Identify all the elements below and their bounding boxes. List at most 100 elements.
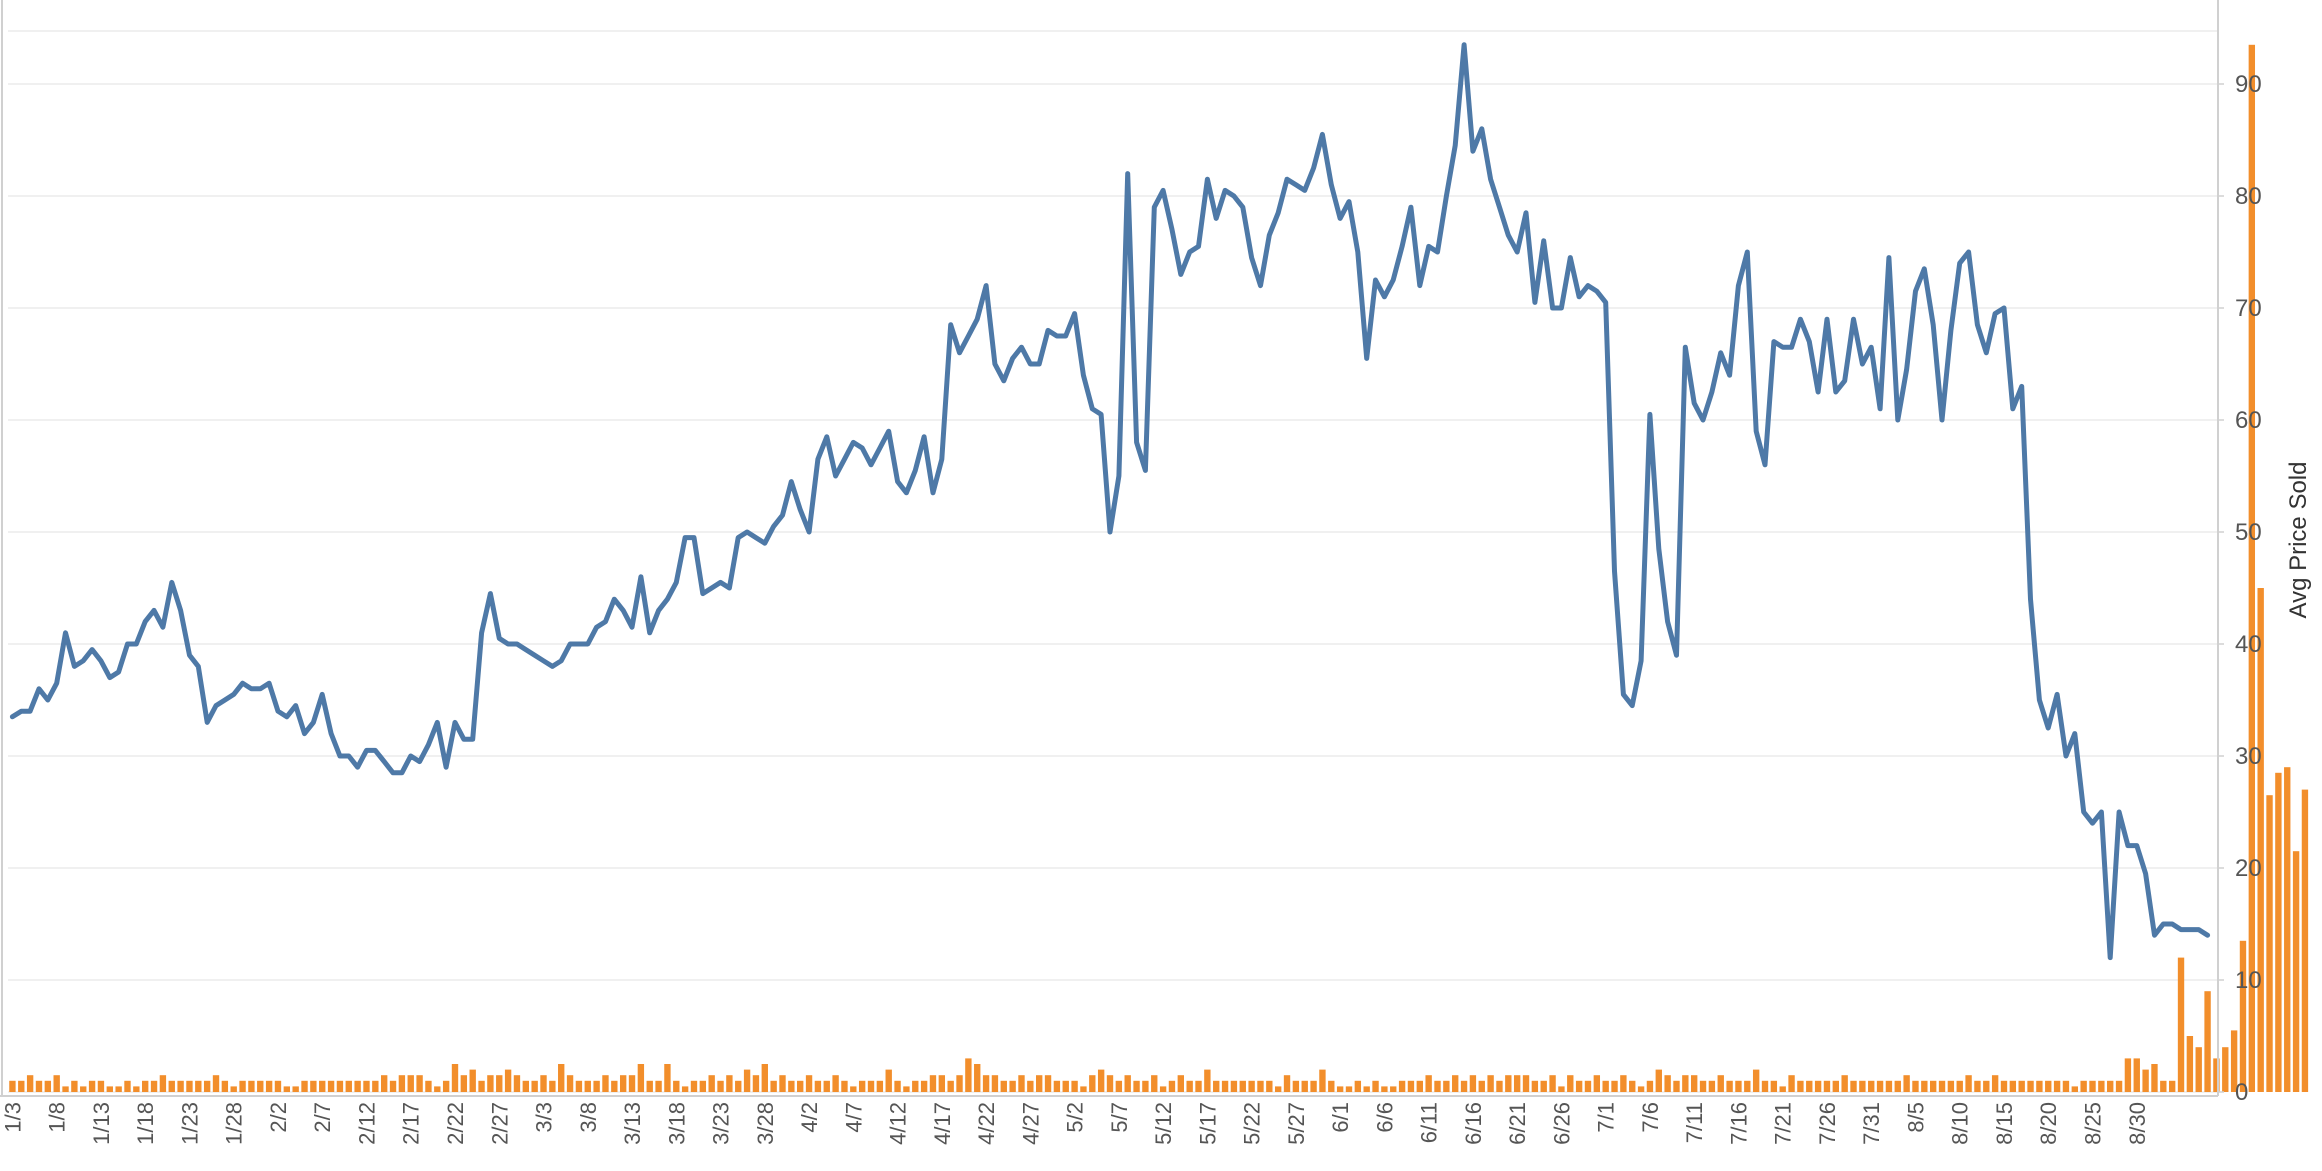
- bar: [478, 1080, 485, 1092]
- bar: [88, 1080, 96, 1092]
- bar: [2239, 940, 2247, 1092]
- bar: [637, 1064, 645, 1092]
- bar: [2036, 1080, 2043, 1092]
- bar: [1788, 1075, 1795, 1092]
- x-tick-label: 6/1: [1328, 1102, 1353, 1133]
- bar: [1575, 1080, 1583, 1092]
- x-tick-label: 5/22: [1240, 1102, 1265, 1145]
- x-tick-label: 1/23: [178, 1102, 203, 1145]
- bar: [230, 1086, 237, 1092]
- bar: [920, 1080, 928, 1092]
- bar: [2284, 767, 2291, 1092]
- bar: [628, 1075, 636, 1092]
- bar: [257, 1080, 264, 1092]
- bar: [593, 1080, 600, 1092]
- bar: [2275, 772, 2282, 1092]
- bar: [142, 1080, 149, 1092]
- bar: [1894, 1080, 1901, 1092]
- bar: [1629, 1080, 1636, 1092]
- bar: [2071, 1086, 2078, 1092]
- y-tick-label: 40: [2235, 631, 2262, 658]
- bar: [1885, 1080, 1893, 1092]
- x-tick-label: 3/18: [664, 1102, 689, 1145]
- bar: [1044, 1075, 1052, 1092]
- bar: [380, 1075, 388, 1092]
- bar: [699, 1080, 707, 1092]
- bar: [1239, 1080, 1246, 1092]
- bar: [1071, 1080, 1078, 1092]
- bar: [1496, 1080, 1503, 1092]
- bar: [1965, 1075, 1972, 1092]
- y-tick-label: 70: [2235, 295, 2262, 322]
- bar: [531, 1080, 538, 1092]
- bar: [177, 1080, 184, 1092]
- bar: [1620, 1075, 1627, 1092]
- bar: [1283, 1075, 1291, 1092]
- x-tick-label: 2/22: [443, 1102, 468, 1145]
- bar: [619, 1075, 627, 1092]
- bar: [1363, 1086, 1370, 1092]
- bar: [221, 1080, 229, 1092]
- bar: [1505, 1075, 1512, 1092]
- y-tick-label: 10: [2235, 967, 2262, 994]
- x-tick-label: 7/16: [1726, 1102, 1751, 1145]
- bar: [1779, 1086, 1786, 1092]
- x-tick-label: 4/27: [1018, 1102, 1043, 1145]
- bar: [265, 1080, 273, 1092]
- bar: [1487, 1075, 1494, 1092]
- bar: [1797, 1080, 1804, 1092]
- bar: [1452, 1075, 1459, 1092]
- bar: [1513, 1075, 1521, 1092]
- bar: [726, 1075, 733, 1092]
- bar: [53, 1075, 60, 1092]
- bar: [1814, 1080, 1822, 1092]
- bar: [1912, 1080, 1919, 1092]
- bar: [1956, 1080, 1963, 1092]
- bar: [779, 1075, 786, 1092]
- bar: [1983, 1080, 1990, 1092]
- y-tick-label: 90: [2235, 71, 2262, 98]
- bar: [1036, 1075, 1043, 1092]
- bar: [1929, 1080, 1937, 1092]
- bar: [2142, 1069, 2149, 1092]
- x-tick-labels: 1/3 1/8 1/13 1/18 1/23 1/28 2/2 2/7 2/12 2/17 2/22…: [0, 1102, 2149, 1145]
- x-tick-label: 3/13: [620, 1102, 645, 1145]
- bar: [1257, 1080, 1264, 1092]
- bar: [1390, 1086, 1397, 1092]
- bar: [903, 1086, 910, 1092]
- bar: [1752, 1069, 1760, 1092]
- bar: [35, 1080, 43, 1092]
- bar: [310, 1080, 317, 1092]
- bar: [354, 1080, 361, 1092]
- bar: [2045, 1080, 2052, 1092]
- bar: [1708, 1080, 1716, 1092]
- bar: [159, 1075, 167, 1092]
- bar: [1947, 1080, 1955, 1092]
- bar: [2062, 1080, 2070, 1092]
- bar: [2124, 1058, 2132, 1092]
- bar: [203, 1080, 211, 1092]
- bar: [1602, 1080, 1609, 1092]
- bar: [2133, 1058, 2140, 1092]
- bar: [398, 1075, 406, 1092]
- bar: [2230, 1030, 2238, 1092]
- bar: [1115, 1080, 1123, 1092]
- bar: [504, 1069, 512, 1092]
- bar: [1133, 1080, 1140, 1092]
- bar-series: [9, 44, 2309, 1092]
- bar: [1522, 1075, 1530, 1092]
- bar: [797, 1080, 804, 1092]
- bar: [1991, 1075, 1999, 1092]
- bar: [549, 1080, 556, 1092]
- bar: [2195, 1047, 2202, 1092]
- x-tick-label: 5/27: [1284, 1102, 1309, 1145]
- bar: [858, 1080, 866, 1092]
- bar: [1682, 1075, 1689, 1092]
- bar: [1345, 1086, 1353, 1092]
- bar: [26, 1075, 34, 1092]
- bar: [327, 1080, 335, 1092]
- x-tick-label: 4/17: [930, 1102, 955, 1145]
- bar: [1266, 1080, 1273, 1092]
- bar: [2115, 1080, 2123, 1092]
- bar: [770, 1080, 777, 1092]
